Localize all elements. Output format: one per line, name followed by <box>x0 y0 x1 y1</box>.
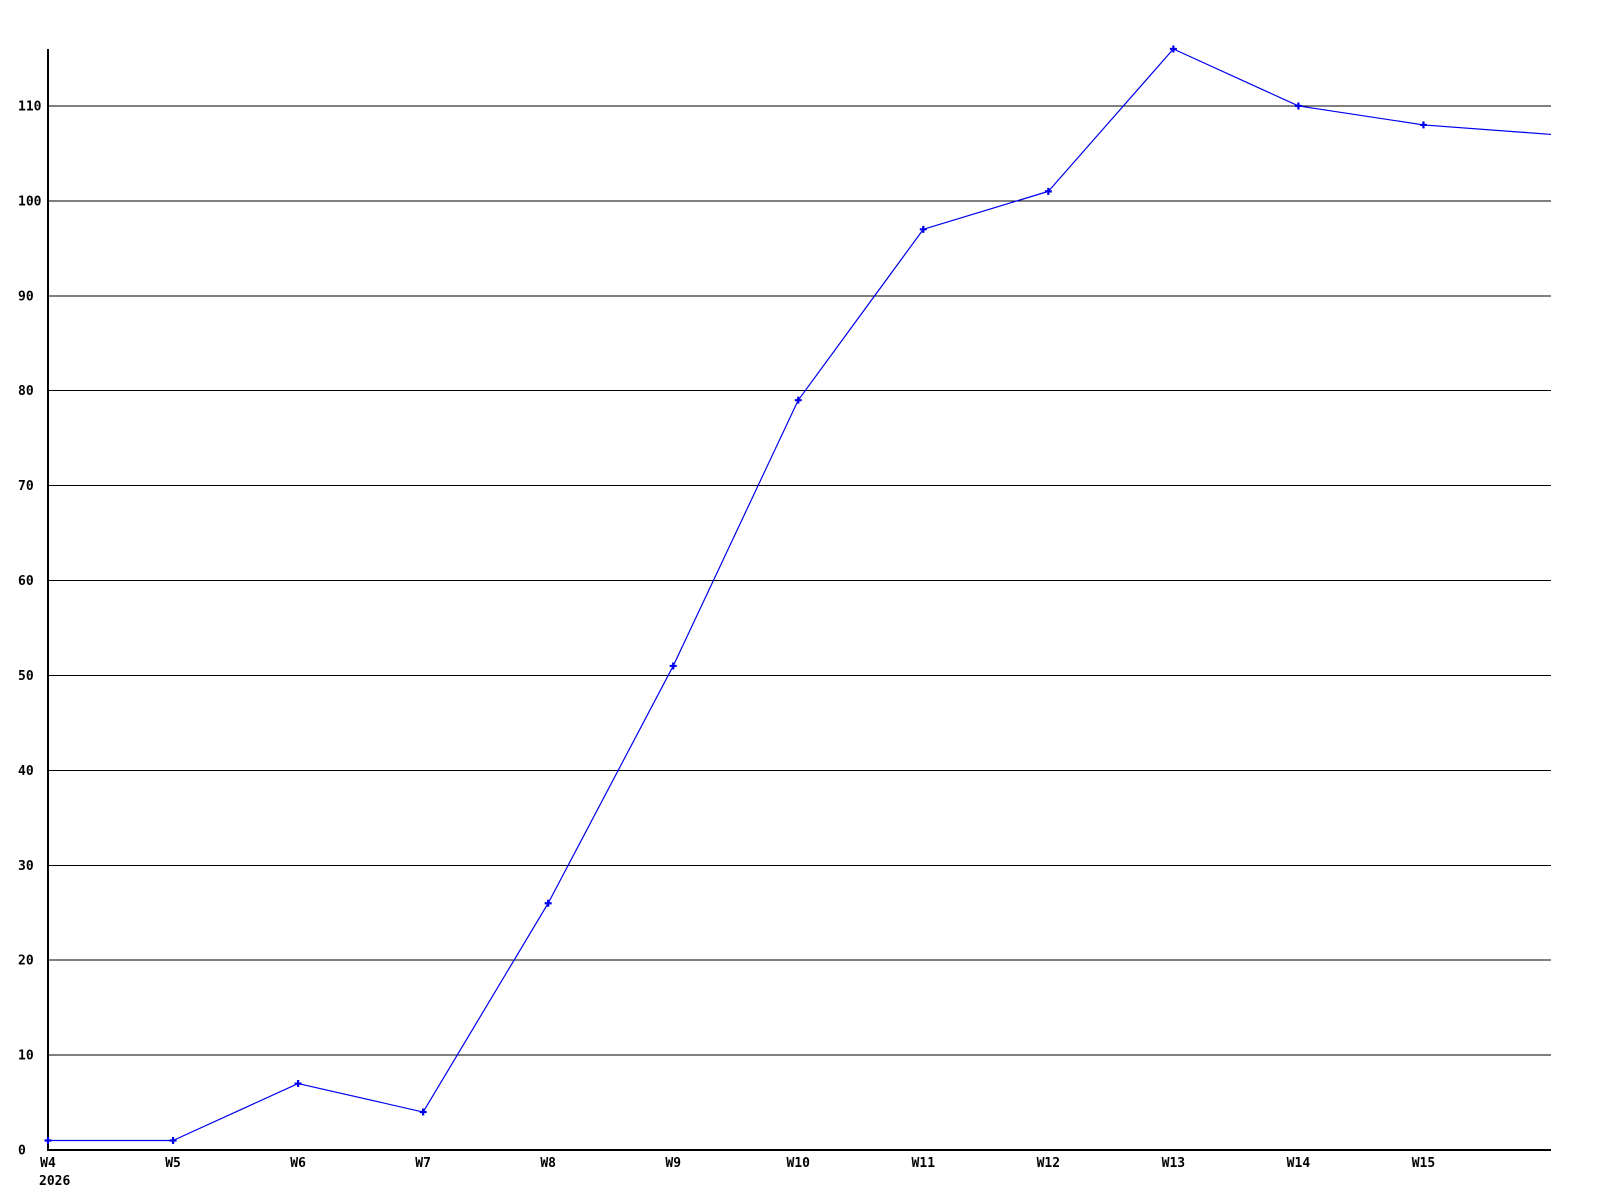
x-tick-label: W14 <box>1287 1156 1311 1171</box>
y-tick-label: 110 <box>18 99 42 114</box>
y-tick-label: 40 <box>18 764 34 779</box>
x-tick-label: W8 <box>540 1156 556 1171</box>
x-tick-label: W4 <box>40 1156 56 1171</box>
x-tick-label: W5 <box>165 1156 181 1171</box>
data-point-marker <box>294 1080 302 1088</box>
y-tick-label: 30 <box>18 859 34 874</box>
x-tick-label: W10 <box>787 1156 811 1171</box>
y-tick-label: 80 <box>18 384 34 399</box>
data-point-marker <box>1294 102 1302 110</box>
data-point-marker <box>1044 187 1052 195</box>
data-point-marker <box>44 1137 52 1145</box>
x-tick-label: W15 <box>1412 1156 1435 1171</box>
data-point-marker <box>169 1137 177 1145</box>
data-point-marker <box>794 396 802 404</box>
x-tick-label: W11 <box>912 1156 936 1171</box>
x-tick-label: W7 <box>415 1156 431 1171</box>
y-tick-label: 20 <box>18 954 34 969</box>
x-tick-label: W6 <box>290 1156 306 1171</box>
y-tick-label: 90 <box>18 289 34 304</box>
x-tick-label: W9 <box>665 1156 681 1171</box>
data-point-marker <box>419 1108 427 1116</box>
year-label: 2026 <box>39 1174 70 1189</box>
y-tick-label: 0 <box>18 1144 26 1159</box>
y-tick-label: 10 <box>18 1049 34 1064</box>
data-point-marker <box>919 225 927 233</box>
data-point-marker <box>1169 45 1177 53</box>
data-point-marker <box>1419 121 1427 129</box>
data-point-marker <box>669 662 677 670</box>
series-line <box>48 48 1552 1142</box>
y-tick-label: 50 <box>18 669 34 684</box>
data-point-marker <box>544 899 552 907</box>
x-tick-label: W13 <box>1162 1156 1185 1171</box>
y-tick-label: 100 <box>18 194 42 209</box>
x-tick-label: W12 <box>1037 1156 1060 1171</box>
y-tick-label: 60 <box>18 574 34 589</box>
y-tick-label: 70 <box>18 479 34 494</box>
